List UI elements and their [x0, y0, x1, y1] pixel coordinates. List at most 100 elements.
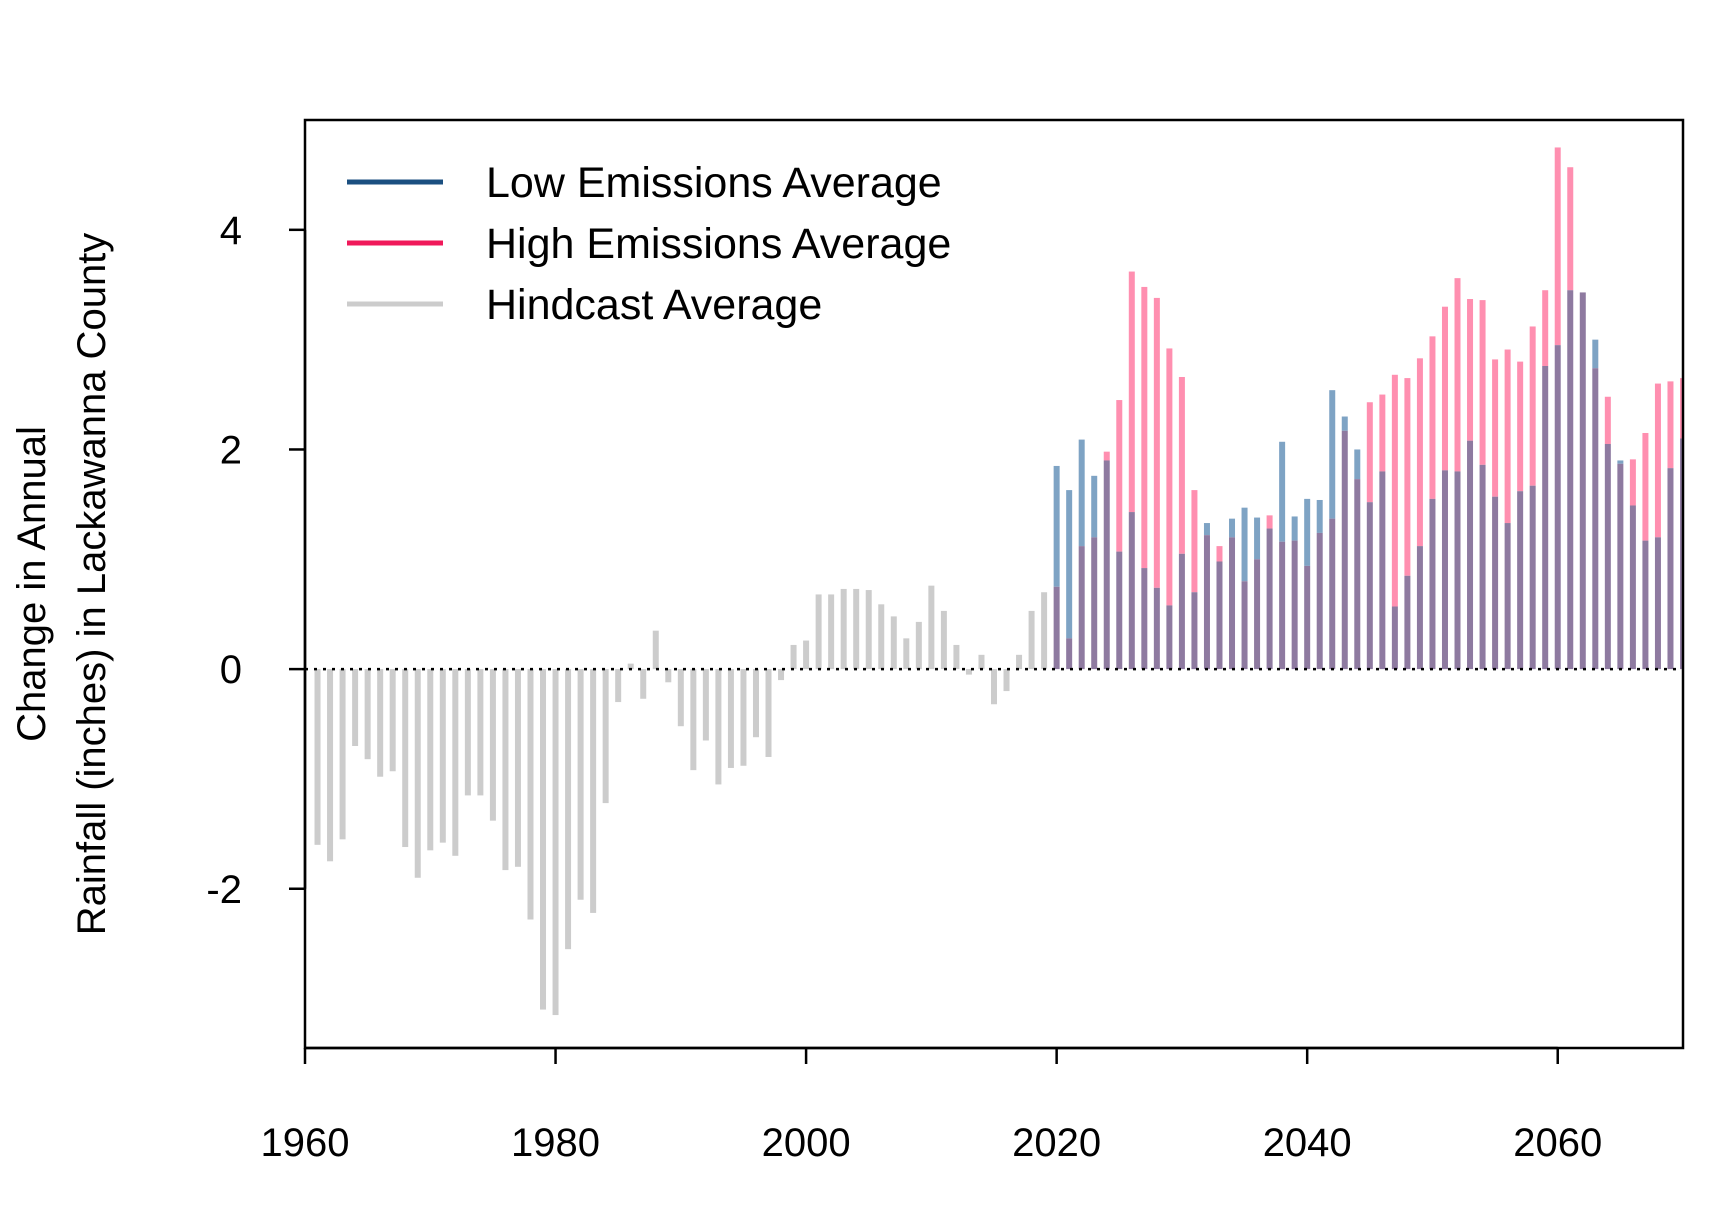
hindcast-bar — [677, 669, 684, 727]
overlap-bar — [1391, 606, 1398, 670]
overlap-bar — [1316, 532, 1323, 670]
hindcast-bar — [627, 663, 634, 670]
low-emissions-bar — [1291, 516, 1298, 541]
hindcast-bar — [1016, 654, 1023, 670]
high-emissions-bar — [1391, 374, 1398, 607]
hindcast-bar — [389, 669, 396, 772]
overlap-bar — [1592, 368, 1599, 670]
low-emissions-bar — [1617, 460, 1624, 464]
low-emissions-bar — [1341, 416, 1348, 431]
hindcast-bar — [452, 669, 459, 856]
overlap-bar — [1279, 541, 1286, 670]
hindcast-bar — [865, 590, 872, 670]
hindcast-bar — [565, 669, 572, 950]
hindcast-bar — [690, 669, 697, 771]
hindcast-bar — [339, 669, 346, 840]
high-emissions-bar — [1554, 147, 1561, 346]
high-emissions-bar — [1667, 381, 1674, 469]
x-tick-label: 2060 — [1513, 1121, 1602, 1165]
overlap-bar — [1529, 485, 1536, 670]
overlap-bar — [1304, 565, 1311, 670]
x-axis: 1960 1980 2000 2020 2040 2060 — [261, 1046, 1602, 1165]
hindcast-bar — [978, 654, 985, 670]
high-emissions-bar — [1266, 515, 1273, 529]
hindcast-bar — [765, 669, 772, 757]
overlap-bar — [1579, 292, 1586, 670]
high-emissions-bar — [1103, 451, 1110, 461]
hindcast-bar — [815, 594, 822, 670]
hindcast-bar — [790, 644, 797, 670]
hindcast-bar — [840, 588, 847, 670]
high-emissions-bar — [1629, 459, 1636, 506]
hindcast-bar — [502, 669, 509, 871]
overlap-bar — [1241, 581, 1248, 670]
high-emissions-bar — [1680, 378, 1683, 439]
overlap-bar — [1479, 464, 1486, 670]
hindcast-bar — [552, 669, 559, 1016]
hindcast-bar — [953, 644, 960, 670]
hindcast-bar — [1041, 592, 1048, 670]
overlap-bar — [1517, 491, 1524, 670]
overlap-bar — [1542, 366, 1549, 670]
high-emissions-bar — [1166, 348, 1173, 606]
high-emissions-bar — [1654, 383, 1661, 538]
y-axis-title-line-1: Change in Annual — [10, 426, 54, 742]
low-emissions-bar — [1304, 498, 1311, 566]
x-tick-label: 2000 — [762, 1121, 851, 1165]
low-emissions-bar — [1316, 499, 1323, 533]
overlap-bar — [1053, 586, 1060, 670]
low-emissions-bar — [1229, 518, 1236, 538]
hindcast-bar — [314, 669, 321, 845]
hindcast-bar — [903, 638, 910, 670]
hindcast-bar — [991, 669, 997, 705]
high-emissions-bar — [1542, 290, 1549, 367]
overlap-bar — [1078, 546, 1085, 670]
hindcast-bar — [590, 669, 597, 913]
low-emissions-bar — [1091, 475, 1098, 538]
x-tick-label: 2020 — [1012, 1121, 1101, 1165]
overlap-bar — [1404, 575, 1411, 670]
overlap-bar — [1604, 443, 1611, 670]
hindcast-bar — [527, 669, 534, 920]
overlap-bar — [1153, 587, 1160, 670]
low-emissions-bar — [1053, 465, 1060, 587]
overlap-bar — [1266, 528, 1273, 670]
hindcast-bar — [327, 669, 334, 862]
high-emissions-bar — [1416, 358, 1423, 547]
overlap-bar — [1654, 537, 1661, 670]
hindcast-bar — [427, 669, 434, 851]
overlap-bar — [1667, 468, 1674, 670]
hindcast-bar — [878, 604, 885, 670]
overlap-bar — [1191, 592, 1198, 670]
hindcast-bar — [940, 610, 947, 670]
hindcast-bar — [665, 669, 672, 683]
hindcast-bar — [890, 616, 897, 670]
overlap-bar — [1128, 512, 1135, 670]
hindcast-bar — [740, 669, 747, 766]
overlap-bar — [1354, 479, 1361, 670]
low-emissions-bar — [1592, 339, 1599, 369]
high-emissions-bar — [1479, 300, 1486, 465]
overlap-bar — [1379, 471, 1386, 670]
high-emissions-bar — [1116, 400, 1123, 552]
high-emissions-bar — [1642, 432, 1649, 541]
low-emissions-bar — [1078, 439, 1085, 547]
overlap-bar — [1567, 290, 1574, 670]
hindcast-bar — [377, 669, 384, 777]
hindcast-bar — [464, 669, 471, 796]
legend-label-hindcast: Hindcast Average — [486, 281, 822, 329]
overlap-bar — [1216, 561, 1223, 670]
low-emissions-bar — [1203, 523, 1210, 536]
overlap-bar — [1554, 345, 1561, 670]
high-emissions-bar — [1604, 396, 1611, 444]
hindcast-bar — [702, 669, 709, 741]
y-tick-label: 4 — [220, 209, 242, 253]
overlap-bar — [1291, 540, 1298, 670]
hindcast-bar — [414, 669, 421, 878]
overlap-bar — [1680, 438, 1683, 670]
high-emissions-bar — [1153, 297, 1160, 588]
x-tick-label: 1980 — [511, 1121, 600, 1165]
hindcast-bar — [602, 669, 609, 804]
bars-layer — [314, 147, 1683, 1016]
